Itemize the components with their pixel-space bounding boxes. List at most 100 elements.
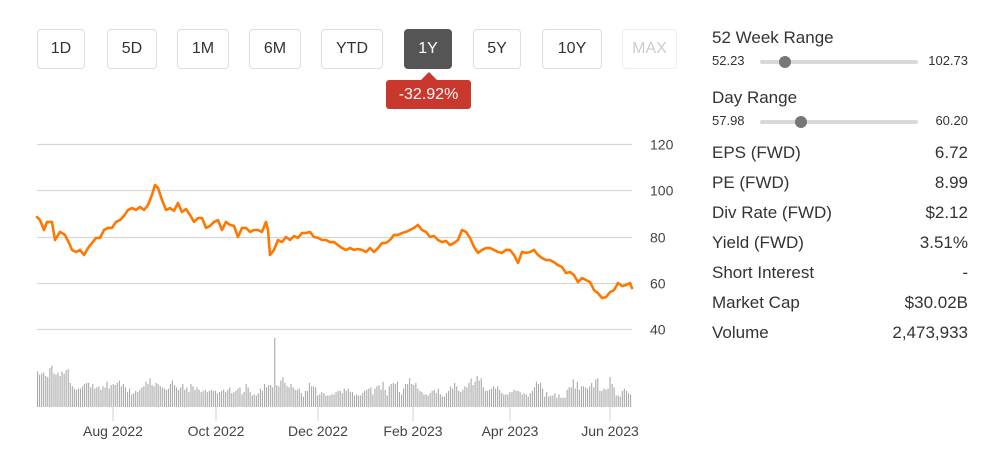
volume-bar	[366, 389, 368, 408]
volume-bar	[398, 392, 401, 407]
volume-bar	[423, 394, 425, 407]
volume-bar	[255, 395, 257, 407]
volume-bar	[564, 397, 566, 407]
volume-bar	[325, 395, 327, 407]
volume-bar	[439, 394, 441, 407]
volume-bar	[580, 386, 583, 407]
volume-bar	[284, 382, 286, 407]
volume-bar	[274, 338, 276, 407]
range-button-6m[interactable]: 6M	[249, 29, 301, 69]
volume-bar	[151, 385, 153, 407]
volume-bar	[505, 394, 507, 407]
stat-row: Volume 2,473,933	[712, 318, 968, 348]
volume-bar	[315, 387, 317, 407]
volume-bar	[327, 395, 329, 407]
volume-bar	[253, 394, 255, 407]
stat-value: $2.12	[925, 203, 968, 222]
volume-bar	[464, 386, 466, 407]
volume-bar	[470, 378, 472, 407]
volume-bar	[233, 392, 235, 407]
volume-bar	[43, 372, 45, 407]
volume-bar	[53, 373, 55, 407]
volume-bar	[345, 390, 347, 407]
volume-bar	[593, 387, 595, 407]
volume-bar	[155, 382, 157, 407]
volume-bar	[511, 392, 513, 407]
range-button-5y[interactable]: 5Y	[473, 29, 521, 69]
volume-bar	[37, 371, 39, 407]
volume-bar	[288, 387, 290, 407]
volume-bar	[484, 390, 486, 407]
volume-bar	[401, 394, 403, 407]
volume-bar	[609, 377, 611, 407]
volume-bar	[45, 375, 47, 407]
price-chart[interactable]: 120 100 80 60 40 Aug 2022 Oct 2022 Dec 2022 Feb …	[0, 0, 680, 462]
week52-high: 102.73	[928, 53, 968, 68]
range-button-max[interactable]: MAX	[622, 29, 677, 69]
volume-bar	[472, 385, 474, 407]
volume-bar	[239, 387, 241, 407]
volume-bar	[615, 395, 617, 407]
volume-bar	[118, 380, 120, 407]
stat-value: 8.99	[934, 173, 968, 192]
volume-bar	[41, 373, 43, 407]
volume-bar	[550, 395, 552, 407]
volume-bar	[161, 387, 163, 407]
volume-bar	[529, 393, 531, 407]
volume-bar	[223, 389, 225, 408]
volume-bar	[378, 385, 380, 407]
y-axis-tick-label: 120	[650, 137, 674, 153]
volume-bar	[374, 388, 376, 407]
volume-bar	[370, 387, 372, 407]
range-button-1d[interactable]: 1D	[37, 29, 85, 69]
volume-bar	[627, 393, 630, 407]
volume-bar	[55, 374, 57, 407]
volume-bar	[167, 388, 170, 407]
volume-bar	[562, 397, 564, 407]
week52-range: 52.23 102.73	[712, 50, 968, 72]
volume-bar	[127, 392, 129, 407]
stat-row: Div Rate (FWD) $2.12	[712, 198, 968, 228]
volume-bar	[333, 394, 335, 407]
volume-bar	[390, 384, 392, 407]
volume-bar	[384, 389, 386, 408]
volume-bar	[159, 386, 161, 407]
range-button-1y[interactable]: 1Y	[404, 29, 452, 69]
volume-bar	[435, 393, 437, 407]
range-button-ytd[interactable]: YTD	[321, 29, 383, 69]
volume-bar	[362, 393, 364, 407]
volume-bar	[112, 384, 114, 407]
volume-bar	[480, 378, 482, 407]
volume-bar	[335, 392, 337, 407]
volume-bar	[49, 367, 51, 407]
volume-bar	[180, 387, 182, 407]
volume-bar	[525, 394, 527, 407]
volume-bar	[556, 397, 558, 407]
volume-bar	[61, 371, 63, 407]
day-range-title: Day Range	[712, 88, 798, 107]
volume-bar	[611, 384, 613, 407]
volume-bar	[462, 389, 464, 408]
range-button-10y[interactable]: 10Y	[542, 29, 602, 69]
range-button-5d[interactable]: 5D	[107, 29, 157, 69]
volume-bar	[582, 386, 585, 407]
volume-bar	[388, 386, 390, 407]
period-change-badge: -32.92%	[386, 72, 471, 109]
volume-bar	[51, 365, 53, 407]
volume-bar	[229, 387, 231, 407]
volume-bar	[292, 387, 294, 407]
volume-bar	[587, 388, 589, 407]
volume-bar	[304, 390, 307, 407]
range-button-1m[interactable]: 1M	[177, 29, 229, 69]
volume-bar	[458, 390, 460, 407]
volume-bar	[443, 396, 446, 407]
volume-bar	[417, 388, 419, 407]
volume-bar	[317, 395, 319, 407]
volume-bar	[353, 395, 356, 407]
volume-bar	[153, 386, 155, 407]
volume-bar	[356, 394, 358, 407]
volume-bar	[331, 394, 333, 407]
volume-bar	[186, 387, 188, 407]
volume-bar	[560, 397, 562, 407]
volume-bar	[59, 375, 61, 407]
